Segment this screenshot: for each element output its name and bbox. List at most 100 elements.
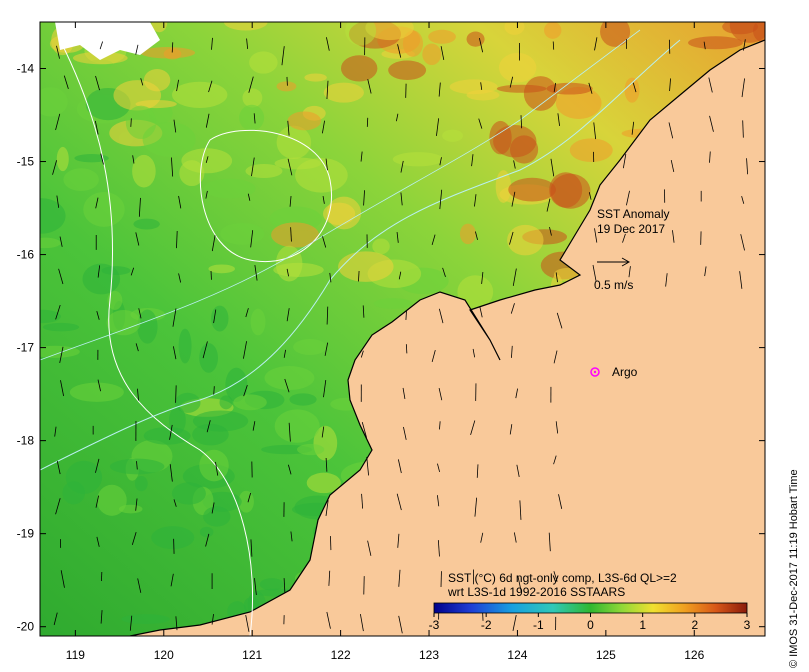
current-vector bbox=[741, 78, 745, 98]
current-vector bbox=[250, 539, 253, 557]
current-vector bbox=[672, 230, 675, 243]
isobath-contour bbox=[59, 39, 253, 636]
current-vector bbox=[593, 122, 597, 140]
anomaly-patch bbox=[546, 82, 593, 95]
current-vector bbox=[513, 160, 516, 169]
current-vector bbox=[442, 267, 446, 278]
anomaly-patch bbox=[168, 406, 186, 435]
argo-float-marker bbox=[590, 367, 600, 377]
anomaly-patch bbox=[457, 275, 494, 309]
anomaly-patch bbox=[208, 264, 235, 274]
current-vector bbox=[511, 191, 516, 207]
anomaly-patch bbox=[40, 237, 61, 249]
current-vector bbox=[553, 455, 557, 465]
y-tick-label: -17 bbox=[17, 341, 35, 355]
current-vector bbox=[703, 41, 706, 50]
current-vector bbox=[405, 344, 408, 354]
anomaly-patch bbox=[264, 366, 315, 390]
current-vector bbox=[287, 120, 290, 136]
current-vector bbox=[173, 119, 177, 133]
anomaly-patch bbox=[223, 22, 268, 31]
current-vector bbox=[367, 540, 372, 556]
anomaly-patch bbox=[151, 22, 168, 33]
current-vector bbox=[510, 303, 515, 314]
current-vector bbox=[358, 270, 360, 282]
current-vector bbox=[213, 386, 215, 395]
current-vector bbox=[96, 310, 100, 320]
current-vector bbox=[555, 421, 559, 434]
y-tick-label: -18 bbox=[17, 434, 35, 448]
current-vector bbox=[366, 456, 369, 476]
colorbar-tick-label: 1 bbox=[639, 618, 646, 632]
current-vector bbox=[245, 308, 249, 318]
y-tick-label: -16 bbox=[17, 248, 35, 262]
anomaly-patch bbox=[203, 506, 231, 527]
anomaly-patch bbox=[199, 526, 214, 538]
current-vector bbox=[205, 190, 208, 199]
current-vector bbox=[594, 228, 598, 243]
anomaly-patch bbox=[293, 339, 327, 355]
anomaly-patch bbox=[523, 76, 558, 111]
current-vector bbox=[130, 118, 132, 127]
current-vector bbox=[243, 341, 247, 359]
anomaly-patch bbox=[83, 191, 125, 227]
anomaly-patch bbox=[495, 170, 512, 203]
current-vector bbox=[213, 309, 217, 324]
current-vector bbox=[622, 153, 627, 169]
anomaly-patch bbox=[133, 218, 160, 230]
current-vector bbox=[290, 227, 292, 242]
current-vector bbox=[400, 160, 404, 173]
current-vector bbox=[205, 113, 210, 128]
current-vector bbox=[99, 41, 103, 50]
current-vector bbox=[326, 80, 329, 100]
current-vector bbox=[247, 492, 251, 503]
x-axis: 119 120 121 122 123 124 125 126 bbox=[66, 22, 705, 662]
current-vector bbox=[512, 268, 517, 286]
anomaly-patch bbox=[338, 251, 394, 282]
current-vector bbox=[555, 272, 558, 283]
current-vector bbox=[171, 157, 174, 177]
anomaly-patch bbox=[178, 328, 192, 364]
current-vector bbox=[556, 312, 563, 329]
current-vector bbox=[553, 571, 558, 582]
current-vector bbox=[322, 236, 327, 248]
current-vector bbox=[251, 157, 255, 177]
current-vector bbox=[60, 380, 64, 397]
current-vector bbox=[746, 158, 748, 175]
current-vector bbox=[704, 266, 707, 277]
current-vector bbox=[405, 310, 407, 320]
current-vector bbox=[440, 46, 445, 61]
current-vector bbox=[281, 46, 285, 66]
current-vector bbox=[56, 195, 60, 208]
anomaly-patch bbox=[297, 443, 325, 456]
anomaly-patch bbox=[134, 475, 148, 492]
anomaly-patch bbox=[211, 305, 229, 332]
current-vector bbox=[632, 82, 637, 93]
anomaly-patch bbox=[107, 290, 123, 310]
anomaly-patch bbox=[143, 427, 191, 445]
anomaly-patch bbox=[132, 154, 156, 188]
current-vector bbox=[131, 532, 137, 546]
current-vector bbox=[135, 232, 140, 246]
anomaly-patch bbox=[507, 224, 544, 256]
current-vector bbox=[205, 533, 210, 547]
current-vector bbox=[398, 569, 401, 587]
current-vector bbox=[283, 578, 286, 593]
current-vector bbox=[175, 385, 177, 403]
anomaly-patch bbox=[56, 146, 69, 172]
anomaly-patch bbox=[624, 77, 640, 103]
legend-line2: wrt L3S-1d 1992-2016 SSTAARS bbox=[447, 585, 625, 599]
current-vector bbox=[480, 82, 483, 90]
anomaly-patch bbox=[271, 222, 319, 248]
current-vector bbox=[360, 613, 364, 632]
current-vector bbox=[361, 422, 367, 438]
current-vector bbox=[135, 343, 139, 352]
anomaly-patch bbox=[74, 154, 109, 163]
current-vector bbox=[558, 494, 563, 509]
anomaly-patch bbox=[323, 82, 364, 103]
current-vector bbox=[739, 271, 743, 289]
current-vector bbox=[588, 82, 593, 94]
anomaly-patch bbox=[345, 22, 377, 46]
current-vector bbox=[55, 304, 61, 320]
